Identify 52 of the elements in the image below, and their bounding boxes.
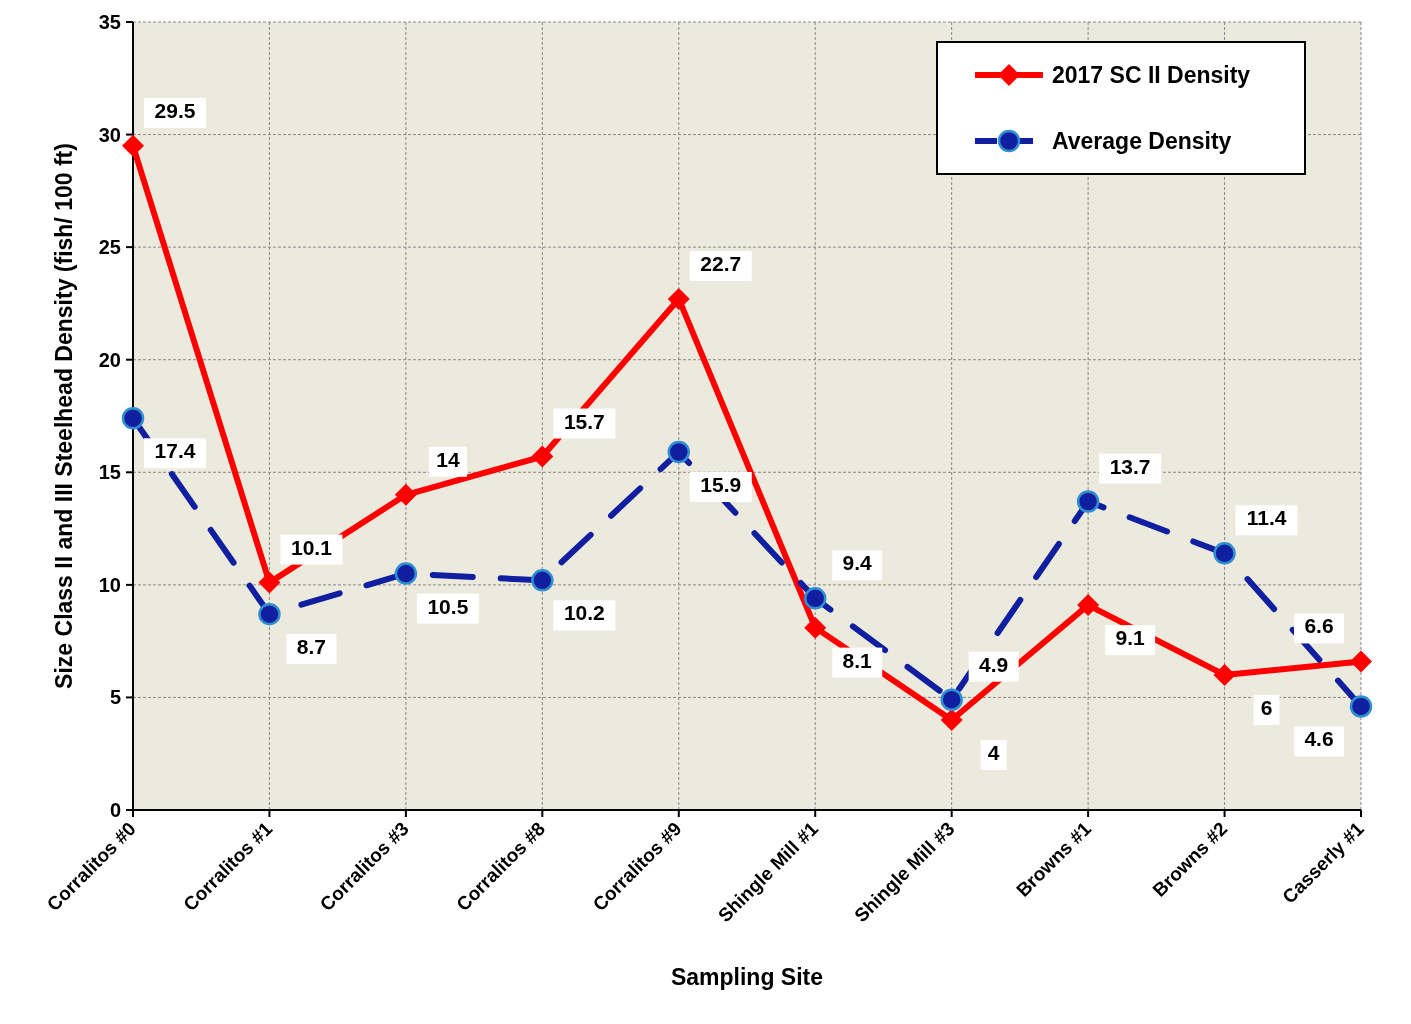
data-label: 9.1 — [1115, 626, 1146, 650]
data-label: 4 — [987, 740, 1000, 764]
data-label: 8.1 — [842, 648, 873, 672]
point — [940, 688, 963, 711]
data-label: 4.9 — [979, 652, 1009, 676]
point — [803, 587, 827, 610]
legend-label: 2017 SC II Density — [1052, 62, 1251, 88]
point — [1213, 542, 1236, 565]
point — [1213, 663, 1236, 686]
data-label: 6.6 — [1304, 614, 1334, 638]
point — [1076, 490, 1100, 513]
data-label: 9.4 — [842, 551, 873, 575]
data-label: 14 — [436, 447, 460, 471]
data-label: 8.7 — [296, 635, 327, 659]
point — [531, 569, 554, 592]
data-label: 4.6 — [1304, 727, 1334, 751]
data-label: 10.2 — [563, 601, 605, 625]
data-label: 15.9 — [700, 473, 742, 497]
point — [394, 562, 418, 585]
data-label: 11.4 — [1246, 506, 1287, 530]
y-tick-label: 10 — [98, 573, 121, 596]
point — [258, 571, 281, 594]
data-label: 6 — [1260, 695, 1273, 719]
point — [531, 445, 554, 468]
data-label: 22.7 — [700, 251, 742, 275]
point — [804, 616, 827, 639]
y-tick-label: 25 — [98, 236, 121, 259]
data-label: 29.5 — [154, 98, 196, 122]
y-tick-label: 0 — [109, 799, 121, 821]
point — [667, 440, 691, 464]
point — [667, 287, 690, 310]
point — [258, 602, 281, 626]
y-axis-title: Size Class II and III Steelhead Density (fish/ 100 ft) — [51, 143, 77, 689]
point — [1077, 594, 1100, 617]
point — [121, 407, 145, 430]
y-tick-label: 20 — [98, 348, 121, 371]
point — [940, 708, 963, 731]
x-axis-title: Sampling Site — [670, 964, 824, 990]
legend-label: Average Density — [1052, 128, 1232, 154]
y-tick-label: 30 — [98, 123, 121, 146]
point — [122, 134, 144, 157]
data-label: 10.1 — [291, 535, 333, 559]
point — [1350, 650, 1372, 673]
point — [394, 483, 417, 506]
data-label: 15.7 — [563, 409, 605, 433]
point — [1349, 695, 1373, 718]
data-label: 17.4 — [154, 439, 196, 463]
data-label: 13.7 — [1109, 454, 1151, 478]
data-label: 10.5 — [427, 594, 469, 618]
y-tick-label: 5 — [109, 686, 121, 709]
y-tick-label: 35 — [98, 11, 121, 33]
y-tick-label: 15 — [98, 461, 121, 484]
